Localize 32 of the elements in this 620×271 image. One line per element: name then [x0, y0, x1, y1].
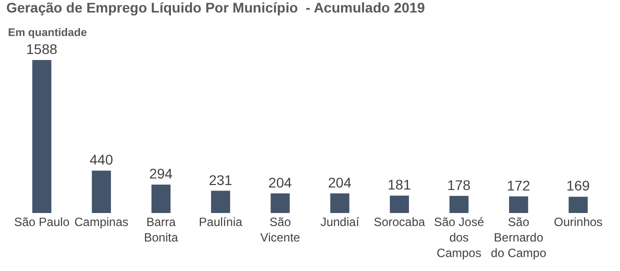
- x-tick-label: Jundiaí: [320, 215, 360, 229]
- x-tick-label: São Bernardo do Campo: [490, 215, 547, 260]
- bar: [32, 60, 52, 213]
- bar: [509, 196, 528, 213]
- data-label: 181: [388, 176, 412, 193]
- data-label: 178: [447, 176, 471, 193]
- bar: [449, 196, 469, 213]
- bar: [151, 184, 171, 213]
- data-label: 172: [506, 177, 530, 194]
- x-tick-label: Sorocaba: [374, 215, 426, 229]
- bar: [390, 196, 409, 213]
- bar: [270, 193, 290, 213]
- x-tick-label: Ourinhos: [554, 215, 603, 229]
- data-label: 204: [268, 174, 292, 190]
- x-tick-label: São José dos Campos: [434, 215, 484, 260]
- bar: [92, 170, 111, 213]
- data-label: 169: [566, 178, 590, 194]
- data-label: 204: [328, 174, 352, 190]
- data-label: 294: [149, 166, 173, 182]
- chart-subtitle: Em quantidade: [8, 27, 87, 39]
- x-tick-label: São Paulo: [14, 215, 70, 229]
- bar: [330, 193, 350, 213]
- x-tick-label: Paulínia: [198, 215, 243, 229]
- data-label: 231: [208, 172, 232, 188]
- bar: [211, 190, 230, 213]
- data-label: 440: [90, 152, 114, 168]
- x-tick-label: Campinas: [74, 215, 128, 229]
- x-tick-label: Barra Bonita: [144, 215, 178, 245]
- bar: [568, 196, 588, 213]
- x-tick-label: São Vicente: [260, 215, 300, 245]
- chart-title: Geração de Emprego Líquido Por Município - Acumulado 2019: [6, 0, 426, 16]
- data-label: 1588: [26, 41, 58, 58]
